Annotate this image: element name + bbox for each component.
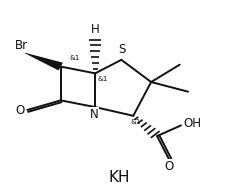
Text: S: S: [118, 43, 125, 56]
Text: O: O: [15, 103, 24, 117]
Text: Br: Br: [15, 39, 28, 52]
Text: O: O: [164, 160, 173, 173]
Text: &1: &1: [97, 76, 108, 82]
Text: OH: OH: [183, 117, 201, 130]
Text: KH: KH: [108, 170, 130, 185]
Polygon shape: [23, 52, 63, 70]
Text: N: N: [90, 108, 98, 121]
Text: &1: &1: [69, 55, 79, 61]
Text: &1: &1: [130, 119, 141, 125]
Text: H: H: [91, 23, 99, 36]
